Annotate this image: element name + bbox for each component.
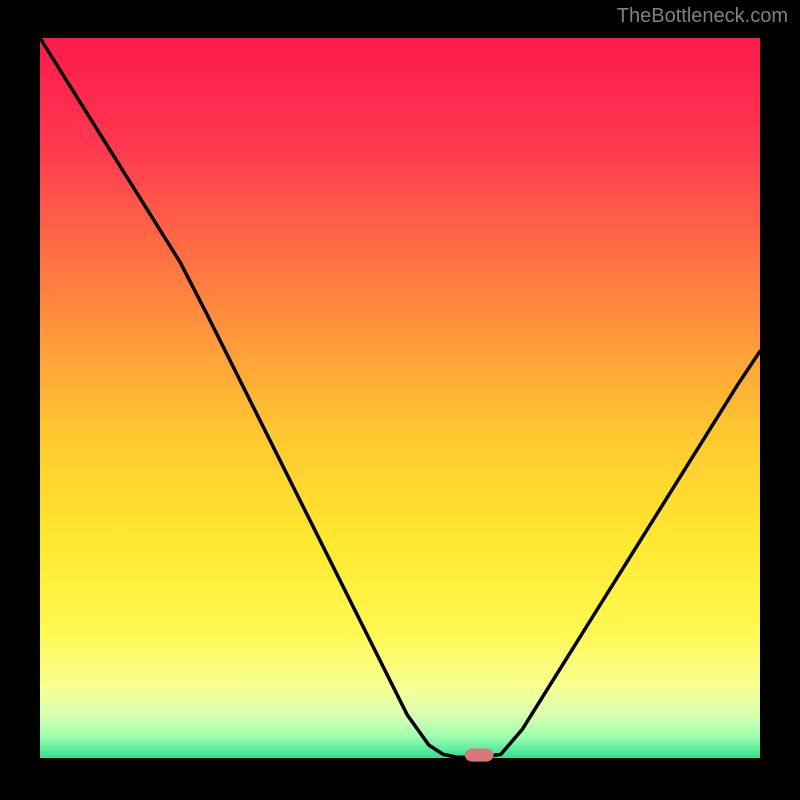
chart-container: TheBottleneck.com — [0, 0, 800, 800]
optimal-point-marker — [465, 749, 494, 762]
bottleneck-curve-chart — [0, 0, 800, 800]
watermark-text: TheBottleneck.com — [617, 5, 788, 28]
plot-background — [40, 38, 760, 758]
